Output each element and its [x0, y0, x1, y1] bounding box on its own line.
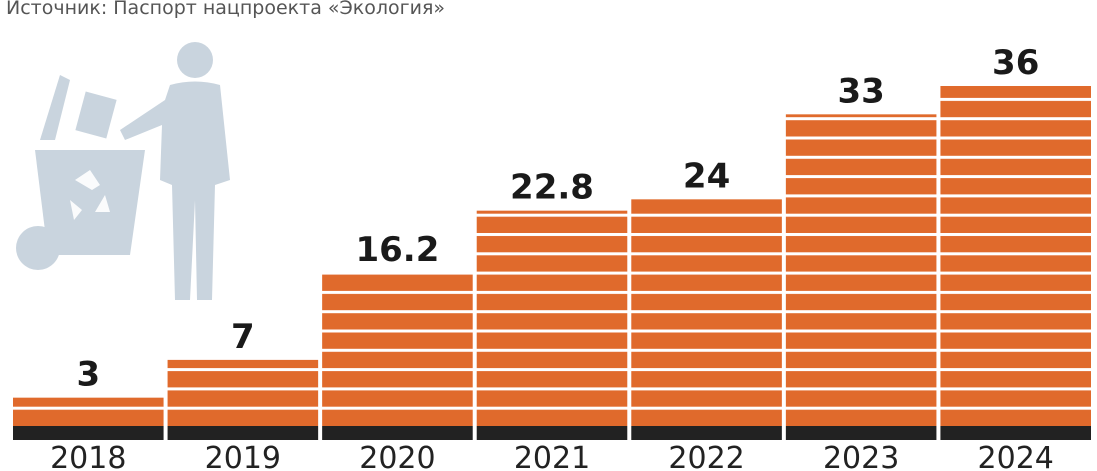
x-tick-label: 2019	[205, 441, 281, 471]
value-label: 16.2	[355, 230, 439, 270]
value-label: 33	[837, 71, 884, 111]
bar-base	[785, 426, 937, 440]
x-tick-label: 2022	[668, 441, 744, 471]
x-tick-label: 2020	[359, 441, 435, 471]
value-label: 22.8	[510, 168, 594, 208]
value-label: 7	[231, 317, 255, 357]
bar	[476, 210, 628, 426]
bar-base	[13, 426, 164, 440]
x-tick-label: 2021	[514, 441, 590, 471]
bar-base	[167, 426, 319, 440]
bar-base	[476, 426, 628, 440]
x-tick-label: 2018	[50, 441, 126, 471]
x-tick-label: 2024	[978, 441, 1054, 471]
bar-base	[631, 426, 782, 440]
value-label: 3	[76, 355, 100, 395]
bar	[167, 359, 319, 426]
x-tick-label: 2023	[823, 441, 899, 471]
bar	[785, 114, 937, 426]
bar	[322, 273, 473, 426]
bar	[631, 199, 782, 426]
illustration	[16, 42, 230, 300]
source-note: Источник: Паспорт нацпроекта «Экология»	[6, 0, 445, 19]
value-label: 24	[683, 156, 730, 196]
bar-base	[322, 426, 473, 440]
value-label: 36	[992, 43, 1039, 83]
bar	[940, 86, 1091, 426]
bar-base	[940, 426, 1091, 440]
bar	[13, 397, 164, 426]
